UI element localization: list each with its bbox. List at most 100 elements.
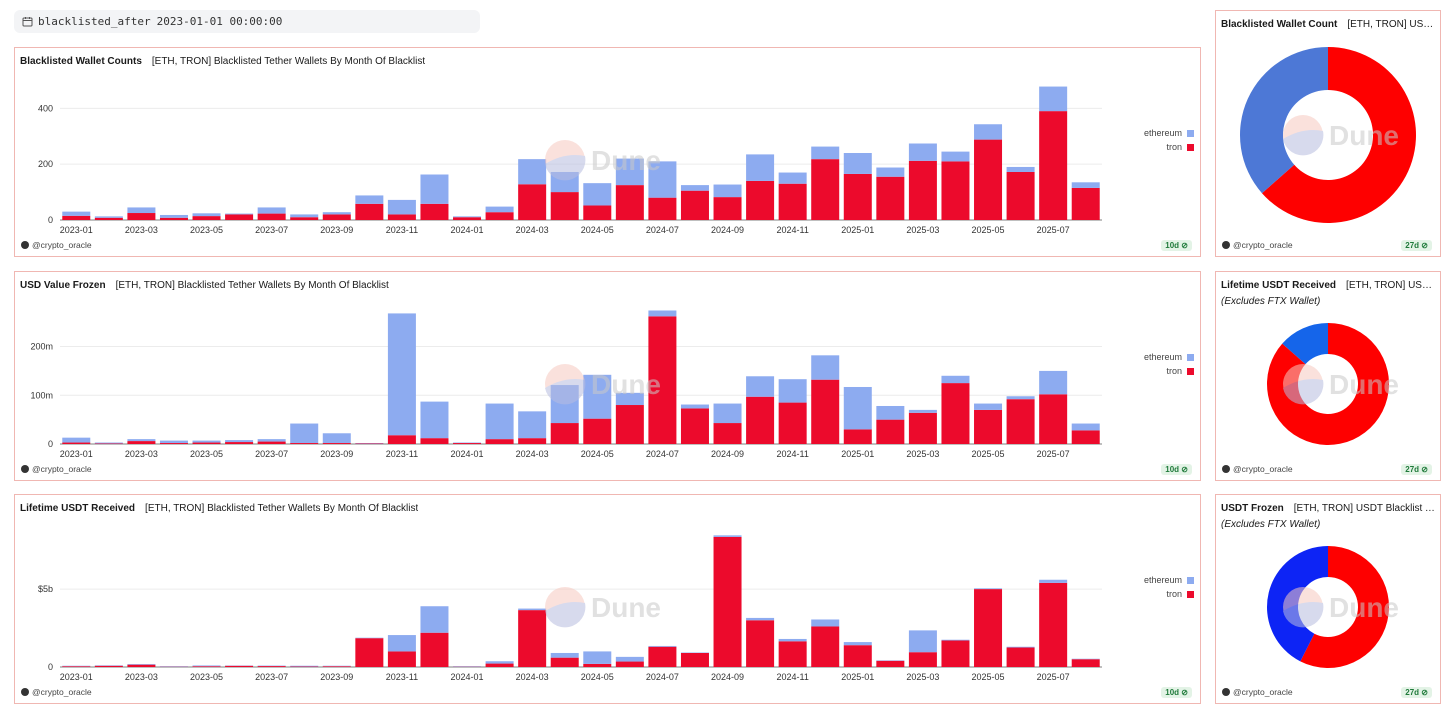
- bar-ethereum[interactable]: [811, 146, 840, 160]
- bar-tron[interactable]: [387, 651, 416, 667]
- bar-ethereum[interactable]: [908, 143, 937, 161]
- author-link[interactable]: @crypto_oracle: [1222, 240, 1293, 250]
- bar-tron[interactable]: [453, 217, 482, 220]
- bar-tron[interactable]: [485, 663, 514, 667]
- bar-ethereum[interactable]: [648, 161, 677, 198]
- bar-ethereum[interactable]: [746, 154, 775, 181]
- bar-ethereum[interactable]: [941, 639, 970, 641]
- bar-tron[interactable]: [811, 159, 840, 220]
- bar-ethereum[interactable]: [1006, 396, 1035, 400]
- bar-ethereum[interactable]: [1006, 646, 1035, 648]
- bar-tron[interactable]: [615, 661, 644, 667]
- bar-ethereum[interactable]: [127, 439, 156, 442]
- bar-ethereum[interactable]: [322, 433, 351, 444]
- bar-tron[interactable]: [713, 423, 742, 444]
- bar-tron[interactable]: [1039, 394, 1068, 444]
- bar-tron[interactable]: [127, 441, 156, 444]
- bar-tron[interactable]: [941, 161, 970, 220]
- bar-ethereum[interactable]: [127, 664, 156, 665]
- bar-tron[interactable]: [355, 638, 384, 667]
- bar-ethereum[interactable]: [485, 403, 514, 440]
- bar-tron[interactable]: [159, 443, 188, 444]
- bar-ethereum[interactable]: [159, 440, 188, 444]
- bar-ethereum[interactable]: [746, 617, 775, 621]
- bar-tron[interactable]: [746, 620, 775, 667]
- donut-slice-ethereum[interactable]: [1282, 323, 1328, 365]
- bar-ethereum[interactable]: [811, 619, 840, 627]
- bar-ethereum[interactable]: [518, 411, 547, 439]
- bar-tron[interactable]: [420, 203, 449, 220]
- donut-slice-tron[interactable]: [1300, 546, 1389, 668]
- bar-ethereum[interactable]: [94, 216, 123, 218]
- bar-tron[interactable]: [583, 663, 612, 667]
- bar-tron[interactable]: [257, 441, 286, 444]
- bar-ethereum[interactable]: [908, 630, 937, 653]
- bar-tron[interactable]: [908, 412, 937, 444]
- bar-ethereum[interactable]: [192, 665, 221, 667]
- legend-tron[interactable]: tron: [1144, 364, 1194, 378]
- bar-ethereum[interactable]: [225, 213, 254, 215]
- bar-tron[interactable]: [257, 213, 286, 220]
- bar-ethereum[interactable]: [843, 386, 872, 430]
- bar-tron[interactable]: [1071, 659, 1100, 667]
- author-link[interactable]: @crypto_oracle: [21, 687, 92, 697]
- bar-tron[interactable]: [811, 626, 840, 667]
- bar-ethereum[interactable]: [1039, 579, 1068, 583]
- bar-ethereum[interactable]: [485, 661, 514, 664]
- bar-ethereum[interactable]: [778, 638, 807, 642]
- bar-ethereum[interactable]: [290, 665, 319, 667]
- bar-ethereum[interactable]: [387, 635, 416, 652]
- bar-ethereum[interactable]: [680, 185, 709, 191]
- bar-ethereum[interactable]: [811, 355, 840, 380]
- bar-tron[interactable]: [322, 666, 351, 667]
- bar-ethereum[interactable]: [680, 404, 709, 409]
- legend-tron[interactable]: tron: [1144, 140, 1194, 154]
- bar-ethereum[interactable]: [159, 214, 188, 218]
- bar-ethereum[interactable]: [843, 642, 872, 646]
- bar-tron[interactable]: [680, 408, 709, 444]
- bar-tron[interactable]: [355, 203, 384, 220]
- bar-ethereum[interactable]: [62, 211, 91, 216]
- bar-ethereum[interactable]: [583, 651, 612, 664]
- bar-tron[interactable]: [225, 442, 254, 444]
- bar-tron[interactable]: [62, 215, 91, 220]
- bar-tron[interactable]: [420, 632, 449, 667]
- bar-ethereum[interactable]: [648, 645, 677, 647]
- bar-ethereum[interactable]: [62, 437, 91, 443]
- bar-tron[interactable]: [778, 641, 807, 667]
- bar-tron[interactable]: [941, 640, 970, 667]
- freshness-badge[interactable]: 27d ⊘: [1401, 687, 1432, 698]
- bar-ethereum[interactable]: [1039, 86, 1068, 112]
- bar-tron[interactable]: [680, 190, 709, 220]
- bar-ethereum[interactable]: [420, 606, 449, 633]
- bar-tron[interactable]: [420, 438, 449, 444]
- bar-ethereum[interactable]: [941, 375, 970, 384]
- bar-tron[interactable]: [1039, 111, 1068, 220]
- bar-ethereum[interactable]: [192, 213, 221, 217]
- freshness-badge[interactable]: 27d ⊘: [1401, 240, 1432, 251]
- bar-ethereum[interactable]: [485, 206, 514, 213]
- bar-tron[interactable]: [778, 183, 807, 220]
- bar-tron[interactable]: [518, 438, 547, 444]
- bar-ethereum[interactable]: [876, 405, 905, 420]
- bar-tron[interactable]: [615, 405, 644, 444]
- donut-slice-ethereum[interactable]: [1240, 47, 1328, 194]
- bar-tron[interactable]: [322, 214, 351, 220]
- bar-tron[interactable]: [778, 402, 807, 444]
- bar-tron[interactable]: [1006, 171, 1035, 220]
- bar-ethereum[interactable]: [876, 167, 905, 177]
- bar-ethereum[interactable]: [908, 409, 937, 413]
- filter-parameter[interactable]: blacklisted_after 2023-01-01 00:00:00: [14, 10, 480, 33]
- bar-tron[interactable]: [876, 176, 905, 220]
- freshness-badge[interactable]: 10d ⊘: [1161, 240, 1192, 251]
- legend-ethereum[interactable]: ethereum: [1144, 573, 1194, 587]
- bar-ethereum[interactable]: [1039, 370, 1068, 395]
- bar-tron[interactable]: [485, 439, 514, 444]
- donut-slice-tron[interactable]: [1261, 47, 1416, 223]
- bar-ethereum[interactable]: [290, 214, 319, 218]
- bar-tron[interactable]: [322, 443, 351, 444]
- bar-ethereum[interactable]: [420, 174, 449, 204]
- bar-ethereum[interactable]: [974, 588, 1003, 590]
- bar-tron[interactable]: [876, 419, 905, 444]
- bar-tron[interactable]: [225, 665, 254, 667]
